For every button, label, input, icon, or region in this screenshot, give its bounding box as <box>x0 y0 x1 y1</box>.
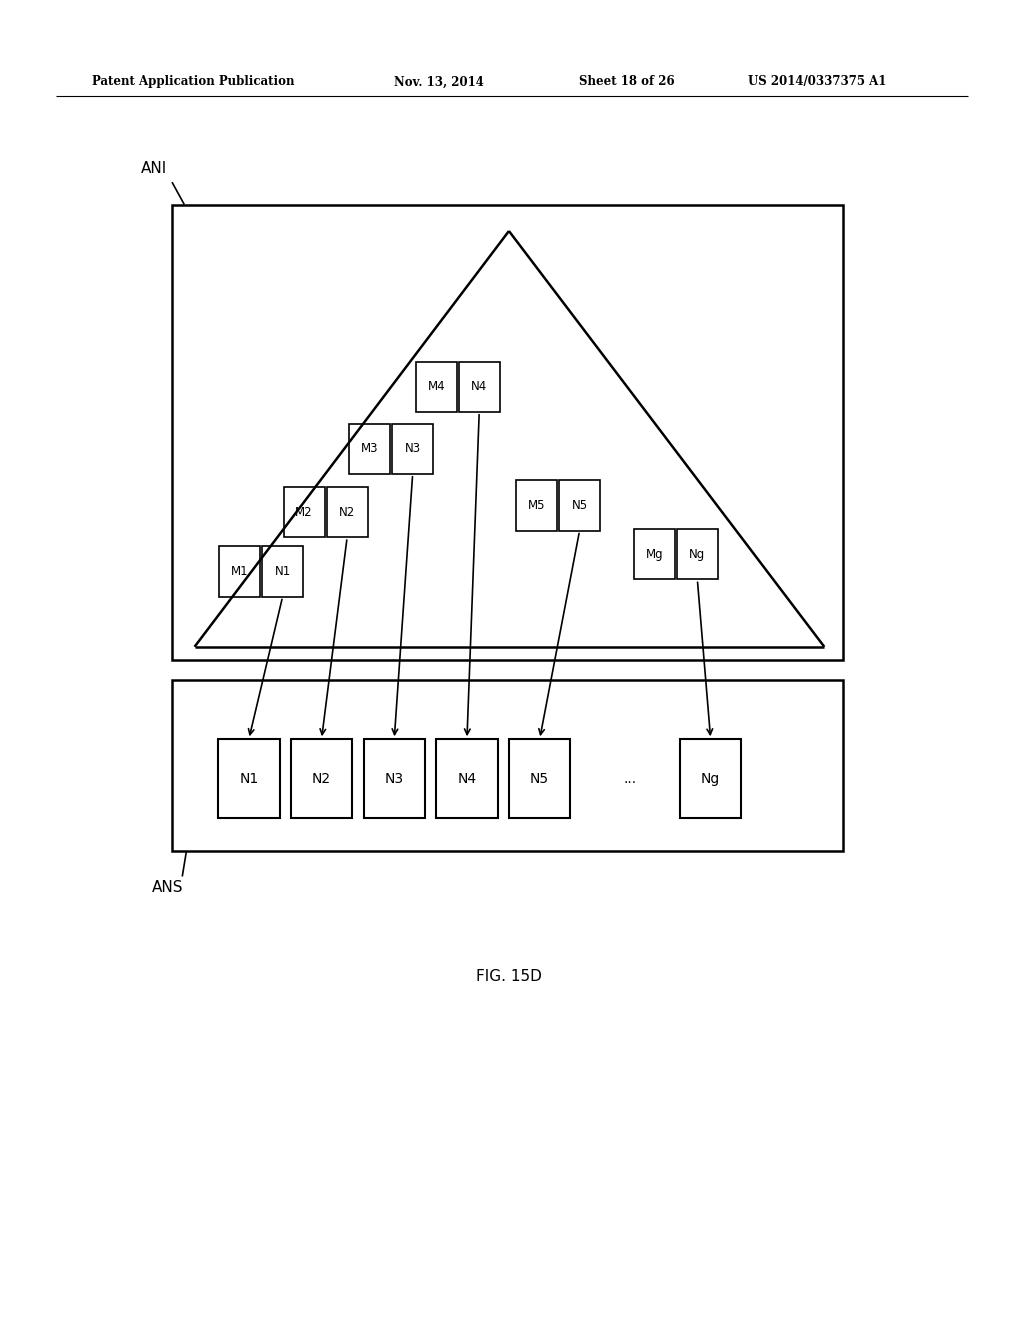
Text: Mg: Mg <box>645 548 664 561</box>
Bar <box>218 739 280 818</box>
Text: N3: N3 <box>404 442 421 455</box>
Text: ANS: ANS <box>152 879 183 895</box>
Bar <box>172 205 843 660</box>
Text: M4: M4 <box>427 380 445 393</box>
Text: Nov. 13, 2014: Nov. 13, 2014 <box>394 75 484 88</box>
Bar <box>416 362 457 412</box>
Text: US 2014/0337375 A1: US 2014/0337375 A1 <box>748 75 886 88</box>
Bar <box>284 487 325 537</box>
Text: N5: N5 <box>571 499 588 512</box>
Text: M3: M3 <box>360 442 379 455</box>
Bar <box>459 362 500 412</box>
Bar <box>349 424 390 474</box>
Text: N2: N2 <box>312 772 331 785</box>
Bar <box>327 487 368 537</box>
Text: N1: N1 <box>274 565 291 578</box>
Text: M1: M1 <box>230 565 249 578</box>
Bar <box>680 739 741 818</box>
Bar <box>172 680 843 851</box>
Bar <box>509 739 570 818</box>
Bar <box>677 529 718 579</box>
Text: ...: ... <box>624 772 636 785</box>
Bar <box>219 546 260 597</box>
Bar <box>516 480 557 531</box>
Text: ANI: ANI <box>141 161 168 177</box>
Text: N5: N5 <box>530 772 549 785</box>
Text: Sheet 18 of 26: Sheet 18 of 26 <box>579 75 674 88</box>
Text: M2: M2 <box>295 506 313 519</box>
Text: Ng: Ng <box>689 548 706 561</box>
Text: N1: N1 <box>240 772 258 785</box>
Text: FIG. 15D: FIG. 15D <box>476 969 542 985</box>
Bar <box>436 739 498 818</box>
Text: M5: M5 <box>527 499 546 512</box>
Bar <box>364 739 425 818</box>
Bar <box>559 480 600 531</box>
Text: Ng: Ng <box>701 772 720 785</box>
Bar <box>291 739 352 818</box>
Bar <box>392 424 433 474</box>
Text: N3: N3 <box>385 772 403 785</box>
Bar <box>262 546 303 597</box>
Text: N4: N4 <box>471 380 487 393</box>
Text: N4: N4 <box>458 772 476 785</box>
Text: Patent Application Publication: Patent Application Publication <box>92 75 295 88</box>
Bar <box>634 529 675 579</box>
Text: N2: N2 <box>339 506 355 519</box>
